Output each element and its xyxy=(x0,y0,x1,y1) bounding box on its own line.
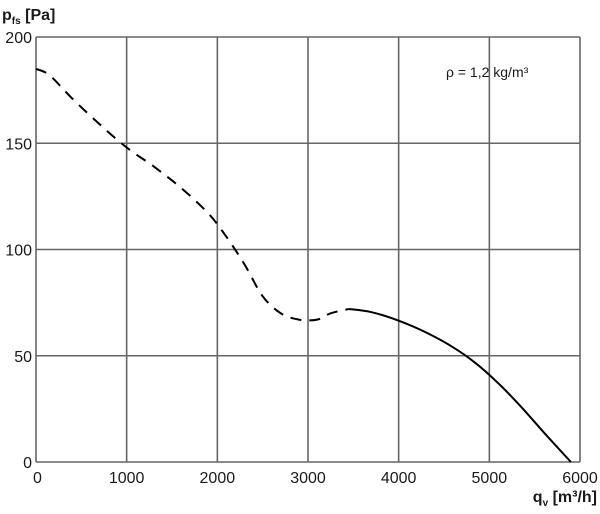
x-tick-label: 1000 xyxy=(109,470,145,487)
x-tick-label: 3000 xyxy=(290,470,326,487)
x-tick-labels: 0 1000 2000 3000 4000 5000 6000 xyxy=(33,470,598,487)
x-tick-label: 0 xyxy=(33,470,42,487)
density-annotation: ρ = 1,2 kg/m³ xyxy=(446,64,529,80)
y-tick-label: 0 xyxy=(23,455,32,472)
series-group xyxy=(35,67,572,463)
y-tick-label: 200 xyxy=(5,30,32,47)
y-tick-label: 50 xyxy=(14,349,32,366)
x-tick-label: 2000 xyxy=(200,470,236,487)
x-tick-label: 5000 xyxy=(472,470,508,487)
y-tick-labels: 0 50 100 150 200 xyxy=(5,30,32,472)
x-axis-label: qv [m³/h] xyxy=(533,489,597,509)
series-line-dashed xyxy=(35,67,350,322)
grid xyxy=(35,36,581,463)
x-tick-label: 4000 xyxy=(381,470,417,487)
y-tick-label: 150 xyxy=(5,136,32,153)
x-tick-label: 6000 xyxy=(562,470,598,487)
y-axis-label: pfs [Pa] xyxy=(2,7,55,27)
series-line-solid xyxy=(348,308,572,463)
y-tick-label: 100 xyxy=(5,243,32,260)
